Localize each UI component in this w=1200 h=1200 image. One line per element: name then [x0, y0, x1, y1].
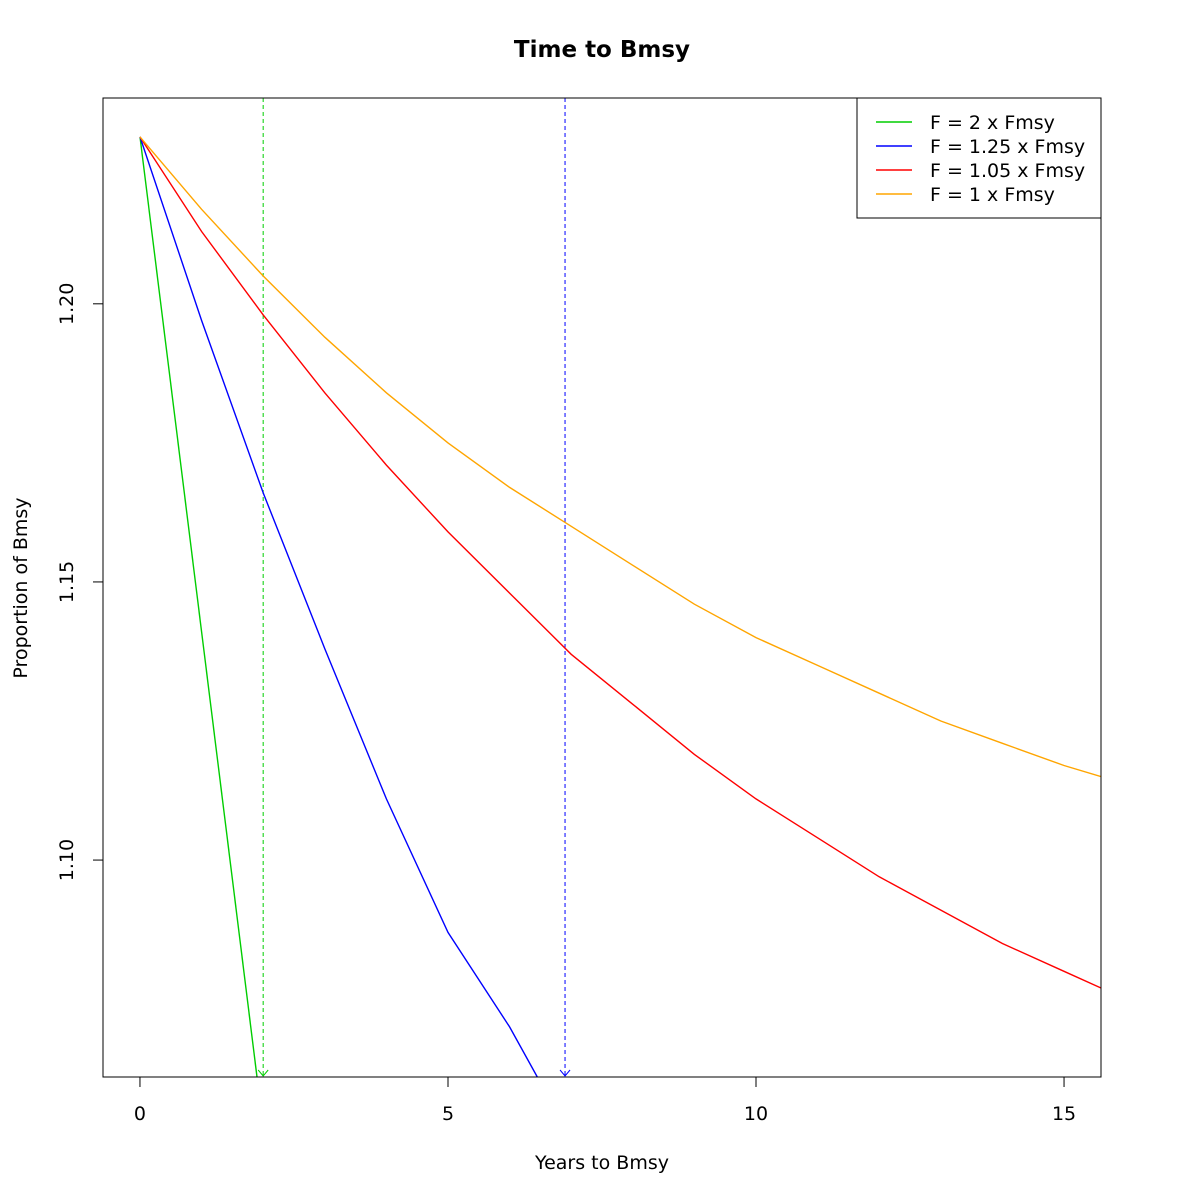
series-line-2	[139, 136, 538, 1077]
x-tick-label: 5	[442, 1103, 454, 1125]
legend-label: F = 1.05 x Fmsy	[930, 160, 1085, 182]
x-axis: 0 5 10 15	[134, 1076, 1076, 1125]
x-tick-label: 0	[134, 1103, 146, 1125]
series-lines	[139, 136, 1101, 1077]
y-tick-label: 1.10	[56, 839, 78, 881]
legend-box	[856, 97, 1102, 219]
y-axis-label: Proportion of Bmsy	[10, 497, 32, 678]
x-axis-label: Years to Bmsy	[534, 1152, 669, 1174]
legend-item: F = 1.25 x Fmsy	[876, 136, 1085, 158]
x-tick-label: 10	[744, 1103, 768, 1125]
legend-label: F = 1 x Fmsy	[930, 184, 1055, 206]
plot-frame	[102, 97, 1102, 1078]
series-line-3	[139, 136, 1101, 989]
legend-item: F = 1 x Fmsy	[876, 184, 1055, 206]
reference-lines	[257, 98, 571, 1077]
legend-item: F = 1.05 x Fmsy	[876, 160, 1085, 182]
series-line-4	[139, 136, 1101, 778]
y-tick-label: 1.15	[56, 561, 78, 603]
chart-title: Time to Bmsy	[514, 37, 690, 63]
y-tick-label: 1.20	[56, 283, 78, 325]
x-tick-label: 15	[1052, 1103, 1076, 1125]
series-line-1	[139, 136, 258, 1077]
reference-arrow-1	[257, 1069, 269, 1077]
legend-label: F = 2 x Fmsy	[930, 112, 1055, 134]
reference-arrow-2	[559, 1069, 571, 1077]
legend-item: F = 2 x Fmsy	[876, 112, 1055, 134]
legend-label: F = 1.25 x Fmsy	[930, 136, 1085, 158]
y-axis: 1.10 1.15 1.20	[56, 283, 104, 881]
